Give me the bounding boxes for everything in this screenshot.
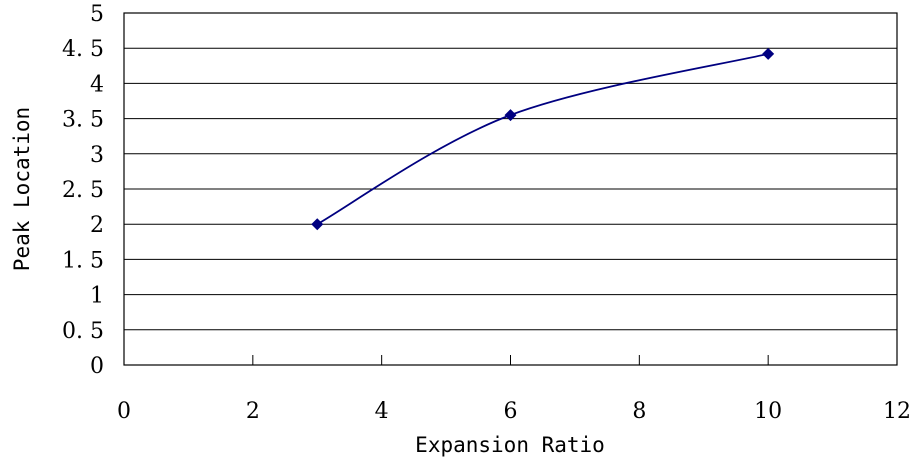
y-tick-label: 0. 5	[62, 319, 104, 344]
y-tick-label: 2. 5	[62, 178, 104, 203]
y-tick-label: 4	[90, 72, 104, 97]
y-tick-label: 3	[90, 143, 104, 168]
x-tick-label: 10	[754, 399, 782, 424]
y-tick-label: 2	[90, 213, 104, 238]
y-tick-label: 3. 5	[62, 108, 104, 133]
y-tick-label: 0	[90, 354, 104, 379]
x-tick-label: 12	[883, 399, 911, 424]
y-tick-label: 5	[90, 2, 104, 27]
x-tick-label: 0	[117, 399, 131, 424]
x-axis-title: Expansion Ratio	[415, 433, 605, 457]
y-axis-title: Peak Location	[10, 107, 34, 271]
data-point-marker	[504, 109, 517, 122]
x-tick-label: 8	[632, 399, 646, 424]
x-tick-label: 6	[504, 399, 518, 424]
x-tick-label: 4	[375, 399, 389, 424]
y-tick-label: 4. 5	[62, 37, 104, 62]
series-line	[316, 52, 769, 225]
x-axis-tick-labels: 0 2 4 6 8 10 12	[117, 399, 911, 424]
x-axis-ticks	[252, 355, 769, 365]
y-tick-label: 1	[90, 284, 104, 309]
gridlines	[124, 47, 897, 331]
series-layer	[311, 47, 775, 231]
data-point-marker	[311, 218, 324, 231]
x-tick-label: 2	[246, 399, 260, 424]
y-tick-label: 1. 5	[62, 248, 104, 273]
y-axis-tick-labels: 0 0. 5 1 1. 5 2 2. 5 3 3. 5 4 4. 5 5	[62, 2, 104, 379]
data-point-marker	[762, 47, 775, 60]
